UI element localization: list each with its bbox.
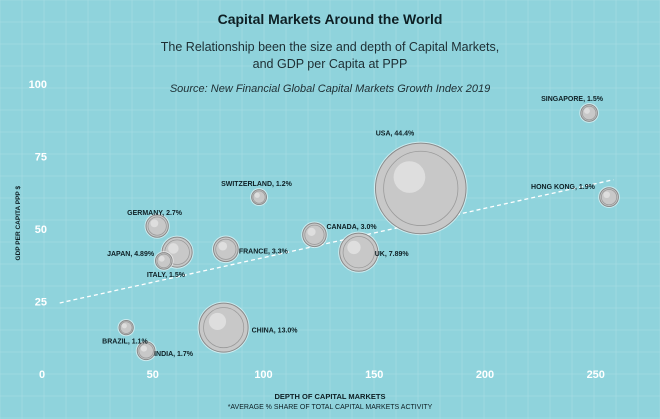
coin-shine [584,108,590,114]
coin-shine [307,227,316,236]
coin-marker [154,252,173,270]
x-tick-label: 100 [254,369,272,381]
coin-rim [342,236,375,269]
coin-rim [252,190,266,204]
x-axis-label: DEPTH OF CAPITAL MARKETS [275,392,386,401]
coin-shine [158,255,165,262]
x-axis-note: *AVERAGE % SHARE OF TOTAL CAPITAL MARKET… [228,404,433,411]
coin-shine [140,345,147,352]
coin-marker [198,302,249,353]
coin-marker [136,341,156,361]
data-label: UK, 7.89% [375,251,410,258]
data-label: CANADA, 3.0% [326,224,377,231]
coin-rim [119,321,133,334]
coin-rim [138,343,154,359]
coin-marker [302,222,327,248]
coin-rim [215,238,237,260]
coin-shine [208,312,227,331]
data-label: HONG KONG, 1.9% [531,184,596,191]
y-tick-label: 50 [35,224,47,236]
coin-rim [600,189,618,206]
chart-subtitle-line-2: and GDP per Capita at PPP [252,57,408,71]
coin-shine [168,243,179,254]
coin-shine [393,161,426,193]
coin-marker [339,232,379,272]
y-tick-label: 25 [35,297,47,309]
coin-rim [383,150,459,226]
coin-shine [347,240,361,255]
x-tick-label: 150 [365,369,383,381]
data-label: GERMANY, 2.7% [127,210,183,217]
coin-marker [118,319,134,336]
coin-rim [581,105,597,121]
coin-marker [251,189,268,206]
coin-marker [599,187,619,207]
trend-line [59,179,614,304]
data-label: SWITZERLAND, 1.2% [221,181,293,188]
coin-rim [156,253,172,269]
y-tick-label: 100 [29,79,47,91]
coin-marker [145,214,169,238]
coin-shine [218,241,228,251]
data-label: INDIA, 1.7% [154,351,194,358]
coin-shine [603,191,610,199]
coin-shine [121,323,127,329]
chart-source: Source: New Financial Global Capital Mar… [169,83,491,95]
coin-marker [212,236,239,263]
x-tick-label: 200 [476,369,494,381]
coin-rim [304,224,325,245]
data-label: SINGAPORE, 1.5% [541,96,604,103]
y-tick-label: 75 [35,152,47,164]
x-tick-label: 0 [39,369,45,381]
coin-rim [147,216,167,236]
coin-shine [254,192,260,198]
chart-subtitle-line-1: The Relationship been the size and depth… [160,40,500,54]
x-tick-label: 250 [587,369,605,381]
data-label: FRANCE, 3.3% [239,248,289,255]
data-label: CHINA, 13.0% [252,328,299,335]
y-axis-label: GDP PER CAPITA PPP $ [15,186,22,261]
data-label: BRAZIL, 1.1% [102,339,148,346]
coin-marker [580,104,598,122]
data-label: USA, 44.4% [376,130,415,137]
coin-rim [203,307,245,349]
coin-shine [150,219,159,228]
chart-title: Capital Markets Around the World [217,11,443,27]
data-label: ITALY, 1.5% [147,272,186,279]
x-tick-label: 50 [147,369,159,381]
coin-marker [374,142,467,235]
data-label: JAPAN, 4.89% [107,251,155,258]
